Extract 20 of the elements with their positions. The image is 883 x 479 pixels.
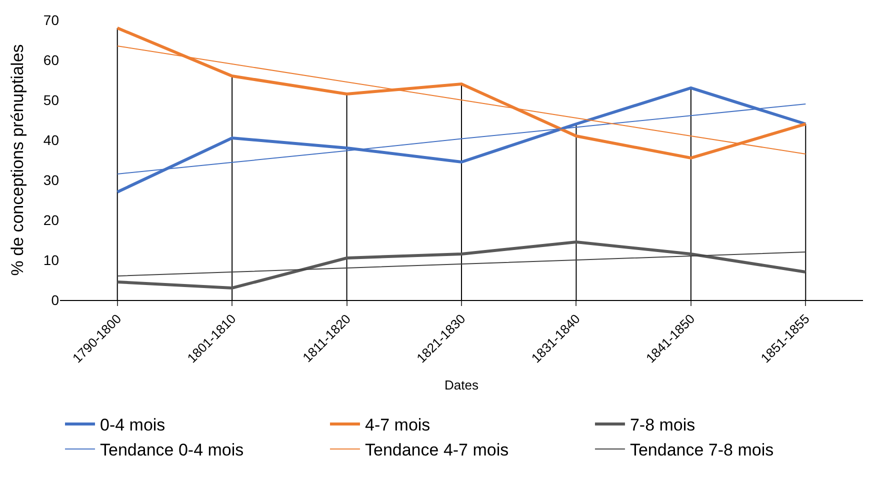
y-axis-title: % de conceptions prénuptiales bbox=[8, 44, 27, 276]
y-tick-label: 0 bbox=[51, 292, 60, 308]
line-series bbox=[116, 26, 808, 160]
legend-label: 7-8 mois bbox=[630, 416, 696, 435]
y-tick-label: 70 bbox=[43, 12, 60, 28]
legend-label: 0-4 mois bbox=[100, 416, 166, 435]
legend-label: 4-7 mois bbox=[364, 416, 430, 435]
legend-label: Tendance 4-7 mois bbox=[364, 440, 509, 460]
x-axis-title: Dates bbox=[444, 377, 479, 392]
y-tick-label: 60 bbox=[43, 52, 60, 68]
y-tick-label: 10 bbox=[43, 252, 60, 268]
line-series bbox=[116, 252, 806, 276]
y-tick-label: 20 bbox=[43, 212, 60, 228]
y-tick-label: 50 bbox=[43, 92, 60, 108]
line-series bbox=[116, 86, 808, 194]
line-series bbox=[116, 240, 808, 290]
y-tick-label: 30 bbox=[43, 172, 60, 188]
legend-label: Tendance 7-8 mois bbox=[630, 440, 774, 460]
y-tick-label: 40 bbox=[43, 132, 60, 148]
legend-label: Tendance 0-4 mois bbox=[100, 440, 244, 460]
